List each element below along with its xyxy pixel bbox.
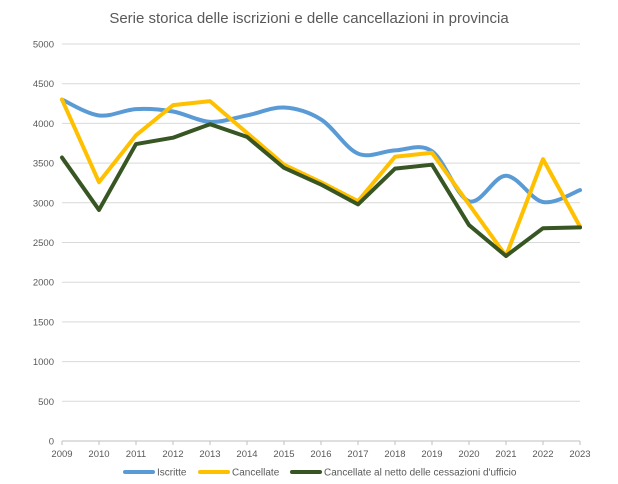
x-tick-label: 2018 xyxy=(384,449,405,460)
series-line-0 xyxy=(60,97,582,205)
legend-label: Iscritte xyxy=(157,468,187,479)
x-tick-label: 2020 xyxy=(458,449,479,460)
x-tick-label: 2013 xyxy=(199,449,220,460)
y-tick-label: 500 xyxy=(38,397,54,408)
series-line-2 xyxy=(60,122,582,258)
y-tick-label: 1000 xyxy=(33,357,54,368)
y-tick-label: 5000 xyxy=(33,40,54,51)
y-tick-label: 0 xyxy=(49,437,54,448)
y-tick-label: 1500 xyxy=(33,317,54,328)
y-tick-label: 2000 xyxy=(33,278,54,289)
x-tick-label: 2011 xyxy=(126,449,146,460)
y-tick-label: 3500 xyxy=(33,159,54,170)
y-tick-label: 4500 xyxy=(33,79,54,90)
legend-label: Cancellate xyxy=(232,468,280,479)
chart-title: Serie storica delle iscrizioni e delle c… xyxy=(109,10,509,27)
x-tick-label: 2017 xyxy=(347,449,368,460)
x-tick-label: 2022 xyxy=(532,449,553,460)
x-tick-label: 2009 xyxy=(51,449,72,460)
x-tick-label: 2023 xyxy=(569,449,590,460)
x-tick-label: 2021 xyxy=(495,449,516,460)
y-tick-label: 4000 xyxy=(33,119,54,130)
y-tick-label: 2500 xyxy=(33,238,54,249)
series-line-1 xyxy=(60,97,582,258)
x-tick-label: 2015 xyxy=(273,449,294,460)
x-tick-label: 2014 xyxy=(236,449,257,460)
y-tick-label: 3000 xyxy=(33,198,54,209)
x-tick-label: 2016 xyxy=(310,449,331,460)
x-tick-label: 2012 xyxy=(162,449,183,460)
x-tick-label: 2019 xyxy=(421,449,442,460)
legend-label: Cancellate al netto delle cessazioni d'u… xyxy=(324,468,517,479)
x-tick-label: 2010 xyxy=(88,449,109,460)
